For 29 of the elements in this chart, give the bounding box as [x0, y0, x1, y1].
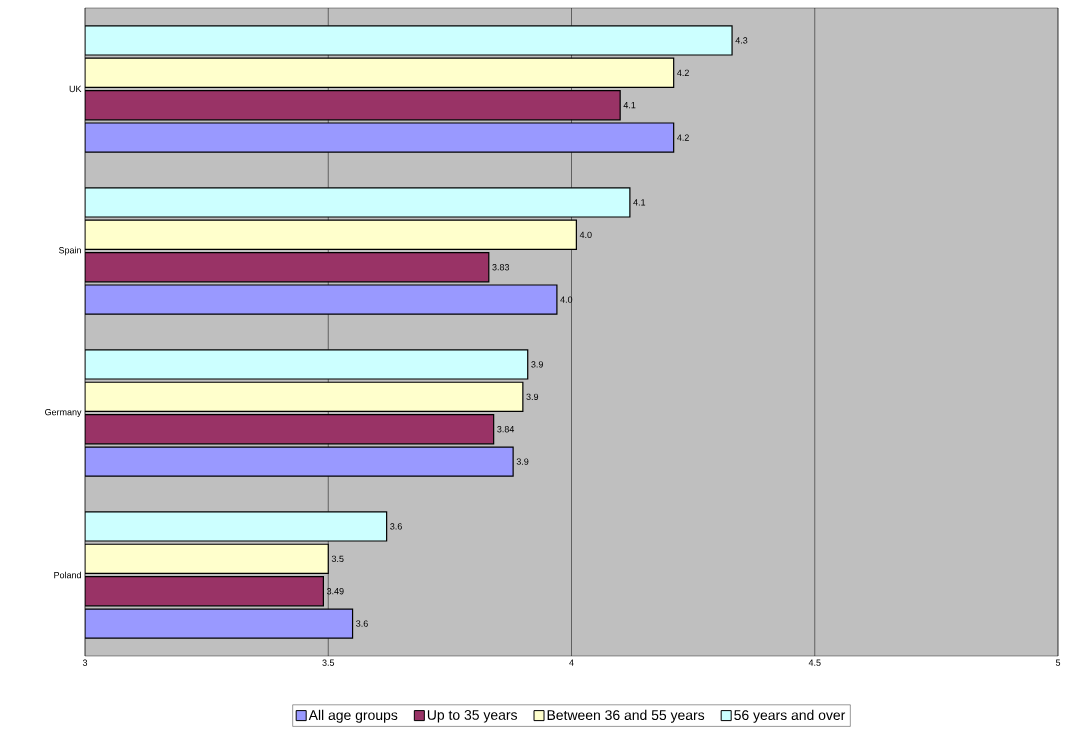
data-label: 4.1 [633, 199, 646, 206]
data-label: 3.6 [356, 620, 368, 627]
x-tick-label: 4.5 [808, 659, 821, 666]
data-label: 4.0 [579, 231, 592, 238]
data-label: 4.1 [623, 102, 636, 109]
y-tick-label: Spain [58, 246, 81, 256]
y-tick-label: Germany [45, 408, 82, 418]
data-label: 4.3 [735, 37, 748, 44]
x-tick-label: 5 [1055, 659, 1061, 666]
data-label: 3.5 [331, 555, 344, 562]
y-tick-label: UK [69, 85, 82, 93]
data-label: 3.49 [326, 588, 344, 595]
legend-label: All age groups [308, 709, 398, 723]
data-label: 4.2 [677, 69, 689, 76]
data-label: 4.0 [560, 296, 573, 303]
data-label: 3.6 [390, 523, 402, 530]
legend-label: 56 years and over [734, 709, 846, 723]
legend-label: Up to 35 years [427, 709, 518, 723]
data-label: 3.9 [531, 361, 543, 368]
x-tick-label: 3.5 [322, 659, 335, 666]
data-label: 3.84 [497, 426, 515, 433]
data-label: 3.9 [516, 458, 529, 465]
data-label: 4.2 [677, 134, 689, 141]
y-tick-label: Poland [54, 571, 81, 579]
x-tick-label: 4 [569, 659, 574, 666]
legend-label: Between 36 and 55 years [547, 709, 705, 723]
data-label: 3.83 [492, 264, 510, 271]
x-tick-label: 3 [82, 659, 88, 666]
data-label: 3.9 [526, 393, 539, 400]
